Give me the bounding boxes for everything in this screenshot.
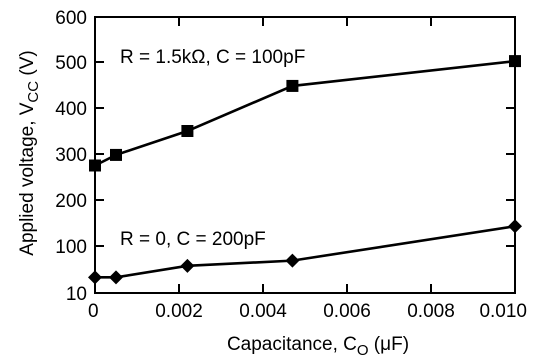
data-point-square <box>110 148 122 161</box>
annotation-background <box>117 46 309 69</box>
data-point-square <box>286 79 299 92</box>
y-tick-label: 100 <box>55 237 87 258</box>
y-axis-label: Applied voltage, VCC (V) <box>17 50 42 255</box>
data-point-square <box>509 55 521 68</box>
y-tick-label: 200 <box>55 191 87 212</box>
series-label-1: R = 1.5kΩ, C = 100pF <box>120 47 305 68</box>
data-point-diamond <box>109 270 123 285</box>
data-point-diamond <box>88 270 102 285</box>
x-tick-label: 0.006 <box>323 301 371 322</box>
y-tick-label: 600 <box>55 8 87 29</box>
y-tick-label: 300 <box>55 145 87 166</box>
series-line-1 <box>94 59 516 167</box>
ticks: 10 100 200 300 400 500 600 0 0.002 0.004 0.006 0.00… <box>55 8 527 322</box>
y-tick-label: 10 <box>66 284 87 305</box>
data-point-square <box>181 125 194 137</box>
data-point-diamond <box>285 253 300 268</box>
x-tick-label: 0.004 <box>239 301 287 322</box>
series-label-2: R = 0, C = 200pF <box>120 229 266 250</box>
y-tick-label: 500 <box>55 53 87 74</box>
annotation-background <box>117 228 269 251</box>
y-tick-label: 400 <box>55 99 87 120</box>
data-point-square <box>89 159 101 172</box>
data-point-diamond <box>508 219 522 234</box>
x-tick-label: 0.010 <box>479 301 527 322</box>
x-tick-label: 0.008 <box>407 301 455 322</box>
x-tick-label: 0.002 <box>155 301 203 322</box>
series-group <box>88 55 522 285</box>
data-point-diamond <box>180 258 195 273</box>
x-tick-label: 0 <box>88 301 99 322</box>
x-axis-label: Capacitance, CO (μF) <box>227 334 409 359</box>
